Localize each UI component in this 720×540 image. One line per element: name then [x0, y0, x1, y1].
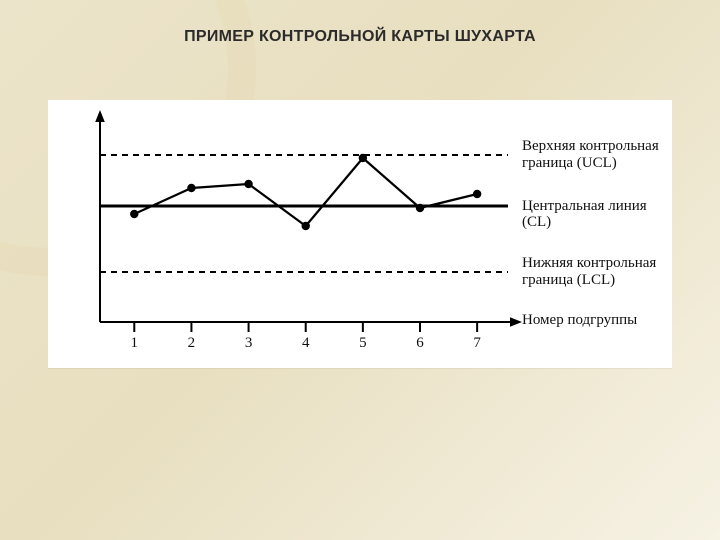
x-tick-label: 1 [124, 335, 144, 352]
x-tick-label: 6 [410, 335, 430, 352]
data-line [134, 158, 477, 226]
data-point [187, 184, 195, 192]
y-axis-arrow [95, 110, 105, 122]
data-point [473, 190, 481, 198]
data-point [359, 154, 367, 162]
x-axis-arrow [510, 317, 522, 327]
x-axis-label: Номер подгруппы [522, 312, 637, 329]
data-point [302, 222, 310, 230]
data-point [416, 204, 424, 212]
data-point [244, 180, 252, 188]
ucl-label: Верхняя контрольнаяграница (UCL) [522, 138, 659, 172]
slide: ПРИМЕР КОНТРОЛЬНОЙ КАРТЫ ШУХАРТА 1 2 3 4 5 6 7… [0, 0, 720, 540]
x-tick-label: 4 [296, 335, 316, 352]
slide-title: ПРИМЕР КОНТРОЛЬНОЙ КАРТЫ ШУХАРТА [0, 28, 720, 46]
x-tick-label: 2 [181, 335, 201, 352]
data-point [130, 210, 138, 218]
x-tick-label: 3 [239, 335, 259, 352]
cl-label: Центральная линия (CL) [522, 198, 672, 232]
chart-figure: 1 2 3 4 5 6 7 Верхняя контрольнаяграница (UCL) Ц… [48, 100, 672, 368]
x-tick-label: 7 [467, 335, 487, 352]
lcl-label: Нижняя контрольнаяграница (LCL) [522, 255, 656, 289]
x-tick-label: 5 [353, 335, 373, 352]
